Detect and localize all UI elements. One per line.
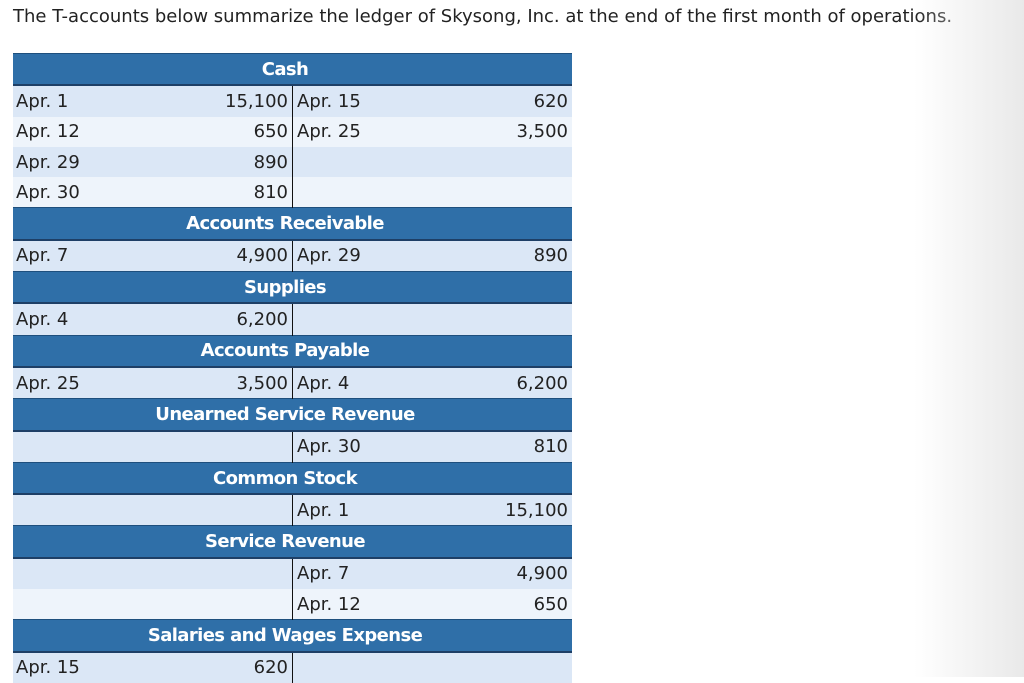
account-header-supplies: Supplies <box>13 271 572 305</box>
account-title: Salaries and Wages Expense <box>147 624 423 646</box>
credit-date <box>292 651 433 683</box>
credit-amount: 620 <box>432 85 572 117</box>
credit-amount: 6,200 <box>432 366 572 399</box>
debit-amount: 810 <box>152 177 293 208</box>
account-header-salaries-and-wages-expense: Salaries and Wages Expense <box>13 619 572 653</box>
debit-date <box>13 494 153 526</box>
ledger-row: Apr. 1 15,100 Apr. 15 620 <box>13 85 572 117</box>
account-header-unearned-service-revenue: Unearned Service Revenue <box>13 398 572 432</box>
ledger-row: Apr. 4 6,200 <box>13 303 572 336</box>
debit-date: Apr. 1 <box>13 85 153 117</box>
account-name: Service Revenue <box>13 525 572 559</box>
credit-date: Apr. 30 <box>292 430 433 463</box>
debit-date: Apr. 4 <box>13 303 153 336</box>
debit-amount: 3,500 <box>152 366 293 399</box>
credit-amount: 3,500 <box>432 116 572 147</box>
account-name: Accounts Payable <box>13 334 572 368</box>
credit-amount: 890 <box>432 239 572 272</box>
debit-amount: 620 <box>152 651 293 683</box>
debit-amount <box>152 557 293 590</box>
credit-date: Apr. 7 <box>292 557 433 590</box>
t-accounts-table: Cash Apr. 1 15,100 Apr. 15 620 Apr. 12 650 Apr.… <box>13 53 572 683</box>
ledger-row: Apr. 30 810 <box>13 177 572 208</box>
ledger-row: Apr. 30 810 <box>13 430 572 463</box>
debit-amount: 15,100 <box>152 85 293 117</box>
debit-amount: 890 <box>152 146 293 178</box>
debit-amount <box>152 589 293 620</box>
debit-date: Apr. 30 <box>13 177 153 208</box>
intro-text: The T-accounts below summarize the ledge… <box>13 6 953 27</box>
account-name: Cash <box>13 53 572 87</box>
account-name: Salaries and Wages Expense <box>13 619 572 653</box>
credit-date <box>292 177 433 208</box>
right-edge-shadow <box>914 0 1024 677</box>
debit-date <box>13 557 153 590</box>
debit-date <box>13 589 153 620</box>
debit-date: Apr. 15 <box>13 651 153 683</box>
credit-date: Apr. 25 <box>292 116 433 147</box>
debit-amount <box>152 494 293 526</box>
account-title: Service Revenue <box>205 531 366 553</box>
credit-amount <box>432 303 572 336</box>
ledger-row: Apr. 12 650 <box>13 589 572 620</box>
debit-date: Apr. 25 <box>13 366 153 399</box>
account-header-accounts-receivable: Accounts Receivable <box>13 207 572 241</box>
credit-amount <box>432 177 572 208</box>
credit-date: Apr. 4 <box>292 366 433 399</box>
credit-date <box>292 146 433 178</box>
account-name: Supplies <box>13 271 572 305</box>
credit-amount: 810 <box>432 430 572 463</box>
ledger-row: Apr. 1 15,100 <box>13 494 572 526</box>
debit-amount: 650 <box>152 116 293 147</box>
account-title: Common Stock <box>213 467 358 489</box>
account-header-accounts-payable: Accounts Payable <box>13 334 572 368</box>
ledger-row: Apr. 25 3,500 Apr. 4 6,200 <box>13 366 572 399</box>
account-name: Accounts Receivable <box>13 207 572 241</box>
credit-date: Apr. 1 <box>292 494 433 526</box>
credit-amount: 4,900 <box>432 557 572 590</box>
debit-date <box>13 430 153 463</box>
credit-date <box>292 303 433 336</box>
credit-amount <box>432 146 572 178</box>
debit-date: Apr. 7 <box>13 239 153 272</box>
ledger-row: Apr. 7 4,900 <box>13 557 572 590</box>
account-header-common-stock: Common Stock <box>13 461 572 496</box>
ledger-row: Apr. 7 4,900 Apr. 29 890 <box>13 239 572 272</box>
ledger-row: Apr. 29 890 <box>13 146 572 178</box>
debit-amount: 4,900 <box>152 239 293 272</box>
credit-date: Apr. 29 <box>292 239 433 272</box>
debit-date: Apr. 29 <box>13 146 153 178</box>
credit-amount: 650 <box>432 589 572 620</box>
debit-amount: 6,200 <box>152 303 293 336</box>
account-header-service-revenue: Service Revenue <box>13 525 572 559</box>
account-name: Common Stock <box>13 461 572 496</box>
account-title: Cash <box>261 58 309 80</box>
credit-amount: 15,100 <box>432 494 572 526</box>
ledger-row: Apr. 12 650 Apr. 25 3,500 <box>13 116 572 147</box>
account-header-cash: Cash <box>13 53 572 87</box>
debit-amount <box>152 430 293 463</box>
debit-date: Apr. 12 <box>13 116 153 147</box>
credit-date: Apr. 12 <box>292 589 433 620</box>
account-title: Unearned Service Revenue <box>155 403 415 425</box>
credit-date: Apr. 15 <box>292 85 433 117</box>
account-title: Supplies <box>243 276 327 298</box>
account-title: Accounts Receivable <box>186 213 384 235</box>
credit-amount <box>432 651 572 683</box>
account-title: Accounts Payable <box>200 340 370 362</box>
account-name: Unearned Service Revenue <box>13 398 572 432</box>
ledger-row: Apr. 15 620 <box>13 651 572 683</box>
